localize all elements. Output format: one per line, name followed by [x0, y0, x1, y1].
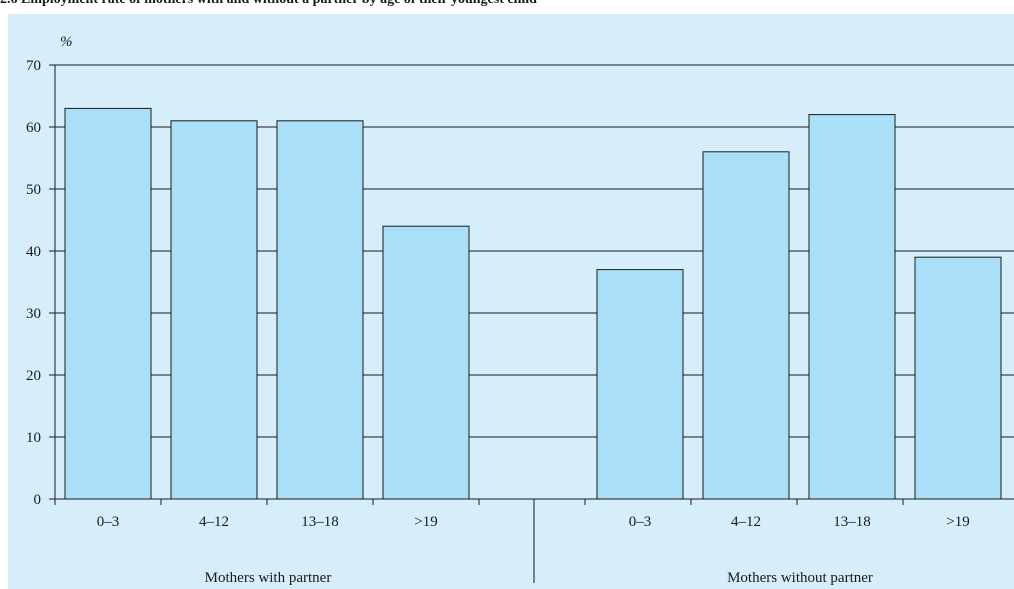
bar: [170, 120, 258, 500]
bar: [702, 151, 790, 500]
y-tick-label: 10: [26, 430, 41, 446]
y-tick-label: 20: [26, 368, 41, 384]
category-label: 13–18: [833, 514, 871, 530]
y-tick-label: 70: [26, 58, 41, 74]
y-tick-label: 50: [26, 182, 41, 198]
category-label: 4–12: [199, 514, 229, 530]
labels: 0 10 20 30 40 50 60 70% 0–3 4–12 13–18 >19 0–3 4–12 13…: [26, 34, 970, 586]
axes: [49, 64, 1014, 583]
category-label: 0–3: [629, 514, 652, 530]
bar: [596, 269, 684, 500]
group-label: Mothers with partner: [205, 570, 332, 586]
bar: [64, 107, 152, 500]
y-axis-unit: %: [60, 34, 73, 50]
bar: [276, 120, 364, 500]
category-label: 13–18: [301, 514, 339, 530]
bar: [382, 225, 470, 500]
category-label: 4–12: [731, 514, 761, 530]
category-label: >19: [414, 514, 437, 530]
category-label: >19: [946, 514, 969, 530]
y-tick-label: 60: [26, 120, 41, 136]
bar: [914, 256, 1002, 500]
chart-title: 2.6 Employment rate of mothers with and …: [0, 0, 1014, 10]
y-tick-label: 30: [26, 306, 41, 322]
category-label: 0–3: [97, 514, 120, 530]
group-label: Mothers without partner: [727, 570, 873, 586]
y-tick-label: 40: [26, 244, 41, 260]
y-tick-label: 0: [34, 492, 42, 508]
bar: [808, 114, 896, 500]
